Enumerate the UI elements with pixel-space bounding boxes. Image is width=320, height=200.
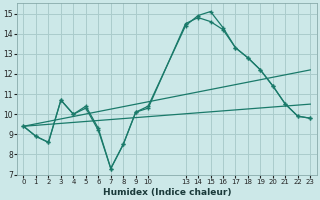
X-axis label: Humidex (Indice chaleur): Humidex (Indice chaleur) <box>103 188 231 197</box>
